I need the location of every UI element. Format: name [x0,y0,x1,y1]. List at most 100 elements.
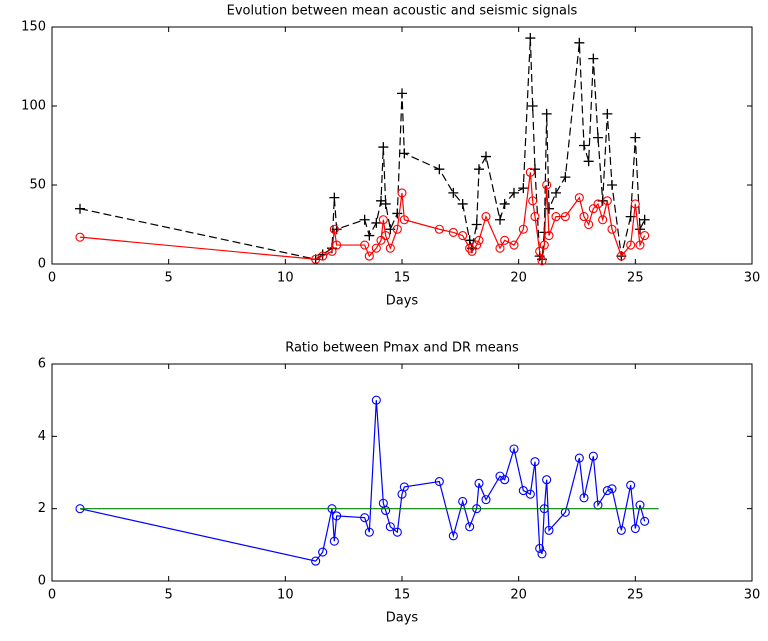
point-marker [588,204,598,214]
point-marker [448,227,458,237]
point-marker [474,478,484,488]
point-marker [329,536,339,546]
point-marker [392,527,402,537]
point-marker [458,496,468,506]
point-marker [537,256,547,266]
y-tick-label: 2 [38,501,46,516]
chart-title: Ratio between Pmax and DR means [285,341,519,356]
point-marker [630,199,640,209]
point-marker [598,215,608,225]
y-tick-label: 0 [38,574,46,589]
point-marker [544,231,554,241]
point-marker [616,525,626,535]
point-marker [607,224,617,234]
y-tick-label: 150 [21,20,46,35]
point-marker [471,219,482,230]
point-marker [481,151,491,162]
point-marker [467,246,477,256]
point-marker [560,172,571,183]
x-tick-label: 15 [394,271,411,286]
point-marker [360,240,370,250]
point-marker [329,192,340,203]
point-marker [635,240,645,250]
point-marker [392,224,402,234]
point-marker [509,187,519,198]
point-marker [530,212,540,222]
point-marker [474,164,484,175]
point-marker [530,457,540,467]
point-marker [551,187,561,198]
point-marker [542,180,552,190]
point-marker [535,543,545,554]
point-marker [364,251,374,261]
point-marker [588,451,598,461]
point-marker [525,33,536,44]
point-marker [318,547,328,557]
point-marker [537,549,547,559]
point-marker [318,251,328,261]
point-marker [472,240,482,250]
series-line [79,400,646,562]
point-marker [518,183,529,194]
plot-area [51,363,753,582]
point-marker [593,132,603,143]
point-marker [448,187,459,198]
point-marker [495,243,505,253]
x-tick-label: 25 [627,588,644,603]
chart-title: Evolution between mean acoustic and seis… [227,4,578,19]
point-marker [544,525,554,535]
point-marker [602,196,612,206]
point-marker [481,212,491,222]
point-marker [481,495,491,505]
point-marker [635,224,645,235]
point-marker [640,231,650,241]
point-marker [378,142,389,153]
point-marker [626,240,636,250]
point-marker [518,486,528,496]
x-tick-label: 10 [277,588,294,603]
point-marker [371,217,382,228]
point-marker [381,231,391,241]
point-marker [525,489,535,499]
point-marker [640,516,650,526]
point-marker [464,235,475,246]
point-marker [399,148,410,159]
point-marker [626,480,636,490]
y-tick-label: 0 [38,257,46,272]
point-marker [380,198,391,209]
x-tick-label: 0 [48,271,56,286]
point-marker [535,246,545,256]
point-marker [551,212,561,222]
point-marker [574,193,584,203]
plot-area [51,26,753,265]
point-marker [588,53,599,64]
point-marker [381,505,391,516]
point-marker [499,198,510,209]
point-marker [530,164,540,175]
point-marker [579,493,589,503]
point-marker [399,215,409,225]
point-marker [399,482,409,492]
point-marker [630,132,641,143]
point-marker [364,230,375,241]
x-axis-label: Days [386,611,419,626]
point-marker [542,475,552,485]
point-marker [364,527,374,537]
x-tick-label: 20 [510,271,527,286]
point-marker [371,395,381,405]
point-marker [434,476,444,487]
x-tick-label: 5 [165,271,173,286]
x-tick-label: 5 [165,588,173,603]
x-tick-label: 25 [627,271,644,286]
y-tick-label: 6 [38,357,46,372]
point-marker [457,198,468,209]
x-tick-label: 30 [744,271,761,286]
point-marker [574,37,585,48]
point-marker [528,196,538,206]
point-marker [579,140,589,151]
point-marker [630,524,640,534]
point-marker [607,180,617,190]
point-marker [583,156,594,167]
point-marker [616,251,626,261]
point-marker [539,240,549,250]
